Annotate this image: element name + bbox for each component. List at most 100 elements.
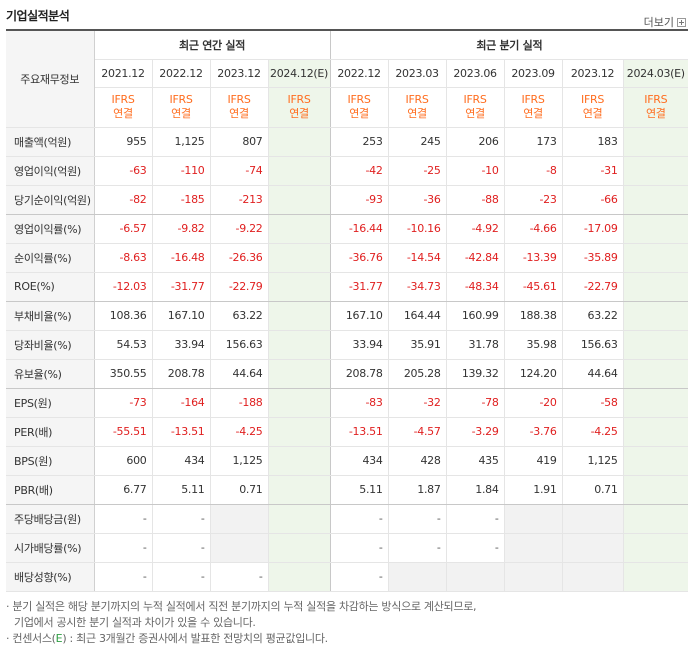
table-cell: 63.22 [210, 301, 269, 331]
table-cell [623, 533, 689, 563]
table-row: PER(배) -55.51 -13.51 -4.25 -13.51 -4.57 -3.29-… [6, 417, 689, 447]
table-cell: 600 [94, 446, 153, 476]
table-cell: -8.63 [94, 243, 153, 273]
more-link[interactable]: 더보기 [644, 14, 686, 30]
table-cell: -78 [446, 388, 505, 418]
table-cell: -4.92 [446, 214, 505, 244]
table-cell [268, 562, 331, 592]
table-cell: 183 [562, 127, 624, 157]
table-row: 주당배당금(원) - - - - - [6, 504, 689, 534]
ifrs-label: IFRS 연결 [504, 87, 563, 128]
table-cell: - [330, 504, 389, 534]
table-cell: 44.64 [210, 359, 269, 389]
table-cell: -188 [210, 388, 269, 418]
table-cell [623, 185, 689, 215]
table-cell: -88 [446, 185, 505, 215]
table-cell: -8 [504, 156, 563, 186]
table-row: EPS(원) -73 -164 -188 -83 -32 -78 -20 -58 [6, 388, 689, 418]
table-row: 부채비율(%) 108.36 167.10 63.22 167.10 164.44 160.… [6, 301, 689, 331]
table-cell: - [446, 504, 505, 534]
table-cell: -58 [562, 388, 624, 418]
table-cell [504, 504, 563, 534]
footnote-1-cont: 기업에서 공시한 분기 실적과 차이가 있을 수 있습니다. [14, 616, 256, 629]
table-cell [623, 272, 689, 302]
table-cell: 434 [330, 446, 389, 476]
table-cell: 1.84 [446, 475, 505, 505]
table-cell [623, 301, 689, 331]
ifrs-label: IFRS 연결 [562, 87, 624, 128]
table-cell: -185 [152, 185, 211, 215]
table-cell [623, 359, 689, 389]
table-cell: 350.55 [94, 359, 153, 389]
table-cell [623, 388, 689, 418]
table-cell: 205.28 [388, 359, 447, 389]
table-row: BPS(원) 600 434 1,125 434 428 435 419 1,125 [6, 446, 689, 476]
table-cell: -26.36 [210, 243, 269, 273]
table-cell: -13.51 [152, 417, 211, 447]
quarterly-group-header: 최근 분기 실적 [330, 31, 689, 60]
table-cell: -25 [388, 156, 447, 186]
table-row: PBR(배) 6.77 5.11 0.71 5.11 1.87 1.84 1.91 0.71 [6, 475, 689, 505]
table-cell: 6.77 [94, 475, 153, 505]
table-cell [623, 475, 689, 505]
table-cell: 44.64 [562, 359, 624, 389]
table-row: 영업이익률(%) -6.57 -9.82 -9.22 -16.44 -10.16 -4.92… [6, 214, 689, 244]
table-cell [210, 533, 269, 563]
row-label: 영업이익률(%) [6, 214, 95, 244]
table-cell: 428 [388, 446, 447, 476]
column-header-0: 2021.12 [94, 59, 153, 88]
table-cell: -10.16 [388, 214, 447, 244]
row-label: PBR(배) [6, 475, 95, 505]
table-cell: - [94, 504, 153, 534]
table-cell: - [152, 504, 211, 534]
table-cell: 167.10 [330, 301, 389, 331]
table-cell [623, 504, 689, 534]
ifrs-label: IFRS 연결 [94, 87, 153, 128]
table-cell: -13.51 [330, 417, 389, 447]
footnotes: · 분기 실적은 해당 분기까지의 누적 실적에서 직전 분기까지의 누적 실적… [6, 599, 688, 647]
table-cell: -66 [562, 185, 624, 215]
table-cell: -45.61 [504, 272, 563, 302]
ifrs-label: IFRS 연결 [268, 87, 331, 128]
table-cell: 63.22 [562, 301, 624, 331]
ifrs-label: IFRS 연결 [388, 87, 447, 128]
table-cell: -55.51 [94, 417, 153, 447]
table-cell: - [94, 562, 153, 592]
table-cell [562, 562, 624, 592]
table-cell [446, 562, 505, 592]
table-cell [623, 446, 689, 476]
table-cell: 54.53 [94, 330, 153, 360]
table-cell: - [152, 562, 211, 592]
table-corner: 주요재무정보 [6, 31, 95, 128]
table-cell: 0.71 [210, 475, 269, 505]
table-cell [504, 533, 563, 563]
table-cell: -23 [504, 185, 563, 215]
table-cell: 807 [210, 127, 269, 157]
table-cell: -36.76 [330, 243, 389, 273]
table-cell [268, 127, 331, 157]
table-cell: 1.91 [504, 475, 563, 505]
table-cell: -42 [330, 156, 389, 186]
table-cell: - [152, 533, 211, 563]
table-cell: 173 [504, 127, 563, 157]
table-cell: 5.11 [152, 475, 211, 505]
row-label: EPS(원) [6, 388, 95, 418]
table-cell: -93 [330, 185, 389, 215]
table-cell: -10 [446, 156, 505, 186]
table-cell [268, 272, 331, 302]
table-cell: -48.34 [446, 272, 505, 302]
table-cell: 33.94 [152, 330, 211, 360]
table-cell: 208.78 [152, 359, 211, 389]
table-cell: 31.78 [446, 330, 505, 360]
table-row: 당기순이익(억원) -82 -185 -213 -93 -36 -88 -23 -66 [6, 185, 689, 215]
table-cell [268, 243, 331, 273]
table-row: ROE(%) -12.03 -31.77 -22.79 -31.77 -34.73 -48.… [6, 272, 689, 302]
ifrs-label: IFRS 연결 [623, 87, 689, 128]
table-cell: 124.20 [504, 359, 563, 389]
table-cell: -4.57 [388, 417, 447, 447]
table-cell: 435 [446, 446, 505, 476]
table-cell: 1,125 [562, 446, 624, 476]
table-cell: -6.57 [94, 214, 153, 244]
table-cell: 434 [152, 446, 211, 476]
table-cell [504, 562, 563, 592]
